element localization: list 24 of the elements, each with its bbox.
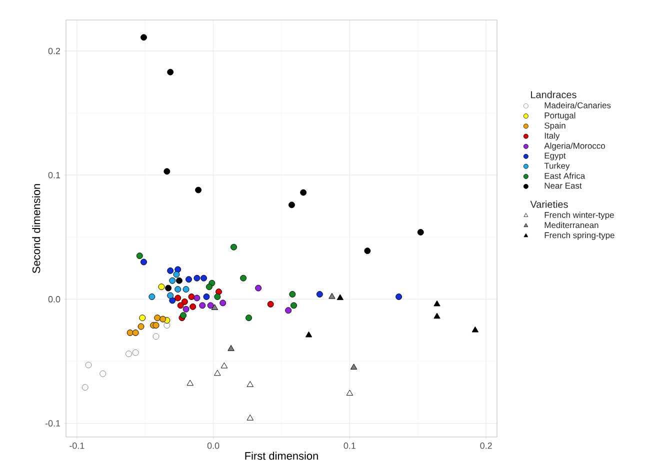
y-axis-title: Second dimension (32, 184, 40, 274)
legend-label: Spain (544, 122, 566, 130)
legend-label: Mediterranean (544, 222, 598, 228)
y-tick-label: -0.1 (45, 420, 60, 427)
y-tick-label: 0.0 (48, 296, 60, 302)
legend-label: Egypt (544, 152, 566, 160)
x-tick-label: 0.0 (207, 442, 220, 449)
text: Varieties (530, 200, 568, 208)
legend-label: Algeria/Morocco (544, 142, 605, 150)
legend-label: East Africa (544, 172, 586, 179)
text: Landraces (531, 90, 576, 98)
legend-label: French spring-type (544, 232, 614, 240)
legend-label: Madeira/Canaries (544, 102, 611, 108)
legend-label: Portugal (544, 112, 576, 120)
x-tick-label: 0.1 (344, 442, 356, 449)
legend-label: Italy (544, 132, 560, 140)
y-tick-label: 0.2 (48, 48, 60, 54)
x-tick-label: -0.1 (70, 442, 84, 449)
x-axis-title: First dimension (245, 452, 318, 460)
legend-label: Turkey (544, 162, 570, 170)
y-tick-label: 0.1 (48, 172, 60, 178)
x-tick-label: 0.2 (480, 442, 492, 449)
legend-label: French winter-type (544, 212, 614, 220)
legend-label: Near East (544, 182, 582, 189)
